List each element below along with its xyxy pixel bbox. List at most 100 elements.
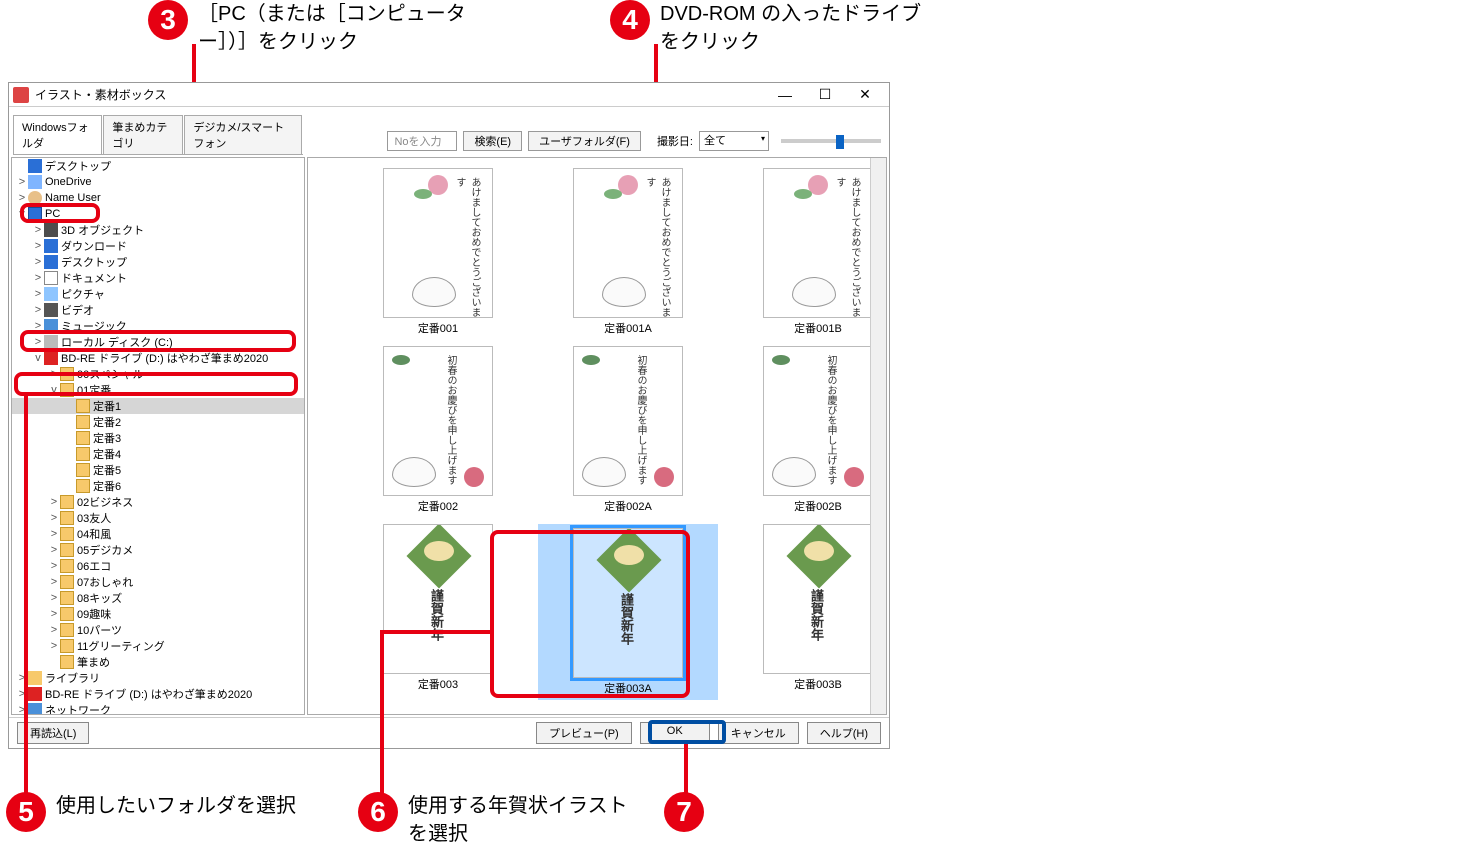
tree-item[interactable]: >ダウンロード [12, 238, 304, 254]
tree-item[interactable]: デスクトップ [12, 158, 304, 174]
expand-icon[interactable]: > [48, 576, 60, 588]
scrollbar[interactable] [870, 158, 886, 714]
expand-icon[interactable]: > [48, 368, 60, 380]
expand-icon[interactable]: > [48, 528, 60, 540]
preview-button[interactable]: プレビュー(P) [536, 722, 632, 744]
thumbnail-item[interactable]: あけましておめでとうございます定番001B [728, 168, 887, 336]
tree-item[interactable]: >10パーツ [12, 622, 304, 638]
folder-icon [60, 591, 74, 605]
expand-icon[interactable]: > [48, 512, 60, 524]
close-button[interactable]: ✕ [845, 84, 885, 106]
tab-fudemame-category[interactable]: 筆まめカテゴリ [103, 115, 183, 154]
ok-button[interactable]: OK [640, 722, 710, 744]
expand-icon[interactable]: > [32, 336, 44, 348]
tree-item[interactable]: >ライブラリ [12, 670, 304, 686]
tab-camera-smartphone[interactable]: デジカメ/スマートフォン [184, 115, 302, 154]
tree-item[interactable]: >BD-RE ドライブ (D:) はやわざ筆まめ2020 [12, 686, 304, 702]
tree-item[interactable]: >03友人 [12, 510, 304, 526]
tree-item[interactable]: >3D オブジェクト [12, 222, 304, 238]
tree-item[interactable]: 定番1 [12, 398, 304, 414]
tree-item[interactable]: >OneDrive [12, 174, 304, 190]
expand-icon[interactable]: > [32, 304, 44, 316]
tree-item-label: Name User [45, 192, 101, 204]
expand-icon[interactable]: > [48, 608, 60, 620]
expand-icon[interactable]: > [32, 288, 44, 300]
folder-tree[interactable]: デスクトップ>OneDrive>Name UservPC>3D オブジェクト>ダ… [11, 157, 305, 715]
tree-item[interactable]: v 01定番 [12, 382, 304, 398]
tree-item[interactable]: >09趣味 [12, 606, 304, 622]
tree-item[interactable]: 定番2 [12, 414, 304, 430]
expand-icon[interactable]: > [16, 192, 28, 204]
tree-item[interactable]: >05デジカメ [12, 542, 304, 558]
thumbnail-item[interactable]: あけましておめでとうございます定番001 [348, 168, 528, 336]
search-button[interactable]: 検索(E) [463, 131, 522, 151]
expand-icon[interactable]: > [32, 256, 44, 268]
tree-item-label: PC [45, 208, 60, 220]
tree-item[interactable]: > ローカル ディスク (C:) [12, 334, 304, 350]
tree-item[interactable]: 定番3 [12, 430, 304, 446]
maximize-button[interactable]: ☐ [805, 84, 845, 106]
no-input-field[interactable]: Noを入力 [387, 131, 457, 151]
thumbnail-item[interactable]: 初春のお慶びを申し上げます定番002 [348, 346, 528, 514]
tree-item-label: ライブラリ [45, 670, 100, 686]
user-folder-button[interactable]: ユーザフォルダ(F) [528, 131, 641, 151]
expand-icon[interactable]: > [48, 560, 60, 572]
tree-item[interactable]: v PC [12, 206, 304, 222]
thumbnail-item[interactable]: 初春のお慶びを申し上げます定番002B [728, 346, 887, 514]
thumbnail-item[interactable]: 謹賀新年定番003A [538, 524, 718, 700]
expand-icon[interactable]: > [32, 224, 44, 236]
thumbnail-image: 謹賀新年 [573, 528, 683, 678]
expand-icon[interactable]: > [32, 240, 44, 252]
pic-icon [44, 287, 58, 301]
tree-item[interactable]: >06エコ [12, 558, 304, 574]
expand-icon[interactable]: > [48, 592, 60, 604]
minimize-button[interactable]: — [765, 84, 805, 106]
folder-icon [76, 431, 90, 445]
titlebar: イラスト・素材ボックス — ☐ ✕ [9, 83, 889, 107]
thumbnail-item[interactable]: 初春のお慶びを申し上げます定番002A [538, 346, 718, 514]
tree-item[interactable]: vBD-RE ドライブ (D:) はやわざ筆まめ2020 [12, 350, 304, 366]
tree-item[interactable]: >08キッズ [12, 590, 304, 606]
thumbnail-item[interactable]: 謹賀新年定番003 [348, 524, 528, 700]
expand-icon[interactable]: > [32, 320, 44, 332]
expand-icon[interactable]: v [48, 384, 60, 396]
folder-icon [76, 415, 90, 429]
tree-item[interactable]: > Name User [12, 190, 304, 206]
tree-item[interactable]: >04和風 [12, 526, 304, 542]
expand-icon[interactable]: > [32, 272, 44, 284]
cancel-button[interactable]: キャンセル [718, 722, 799, 744]
expand-icon[interactable]: > [48, 624, 60, 636]
shoot-date-select[interactable]: 全て [699, 131, 769, 151]
tree-item[interactable]: >02ビジネス [12, 494, 304, 510]
tree-item[interactable]: 定番6 [12, 478, 304, 494]
tree-item[interactable]: 筆まめ [12, 654, 304, 670]
expand-icon[interactable]: v [32, 352, 44, 364]
tab-windows-folder[interactable]: Windowsフォルダ [13, 115, 102, 154]
expand-icon[interactable]: v [16, 208, 28, 220]
net-icon [28, 703, 42, 715]
tree-item[interactable]: >ネットワーク [12, 702, 304, 715]
tree-item[interactable]: >ビデオ [12, 302, 304, 318]
expand-icon[interactable]: > [16, 176, 28, 188]
tree-item[interactable]: >ミュージック [12, 318, 304, 334]
callout-6-num: 6 [358, 792, 398, 832]
tree-item[interactable]: >11グリーティング [12, 638, 304, 654]
tree-item-label: ローカル ディスク (C:) [61, 334, 173, 350]
tree-item-label: 01定番 [77, 382, 111, 398]
thumbnail-item[interactable]: 謹賀新年定番003B [728, 524, 887, 700]
tree-item[interactable]: 定番4 [12, 446, 304, 462]
tree-item[interactable]: >00スペシャル [12, 366, 304, 382]
help-button[interactable]: ヘルプ(H) [807, 722, 881, 744]
tree-item-label: 定番3 [93, 430, 121, 446]
tree-item[interactable]: >ドキュメント [12, 270, 304, 286]
tree-item[interactable]: >07おしゃれ [12, 574, 304, 590]
tree-item[interactable]: >デスクトップ [12, 254, 304, 270]
tree-item[interactable]: 定番5 [12, 462, 304, 478]
tree-item[interactable]: >ピクチャ [12, 286, 304, 302]
expand-icon[interactable]: > [48, 544, 60, 556]
zoom-slider[interactable] [781, 139, 881, 143]
thumbnail-item[interactable]: あけましておめでとうございます定番001A [538, 168, 718, 336]
tree-item-label: 定番6 [93, 478, 121, 494]
expand-icon[interactable]: > [48, 640, 60, 652]
expand-icon[interactable]: > [48, 496, 60, 508]
